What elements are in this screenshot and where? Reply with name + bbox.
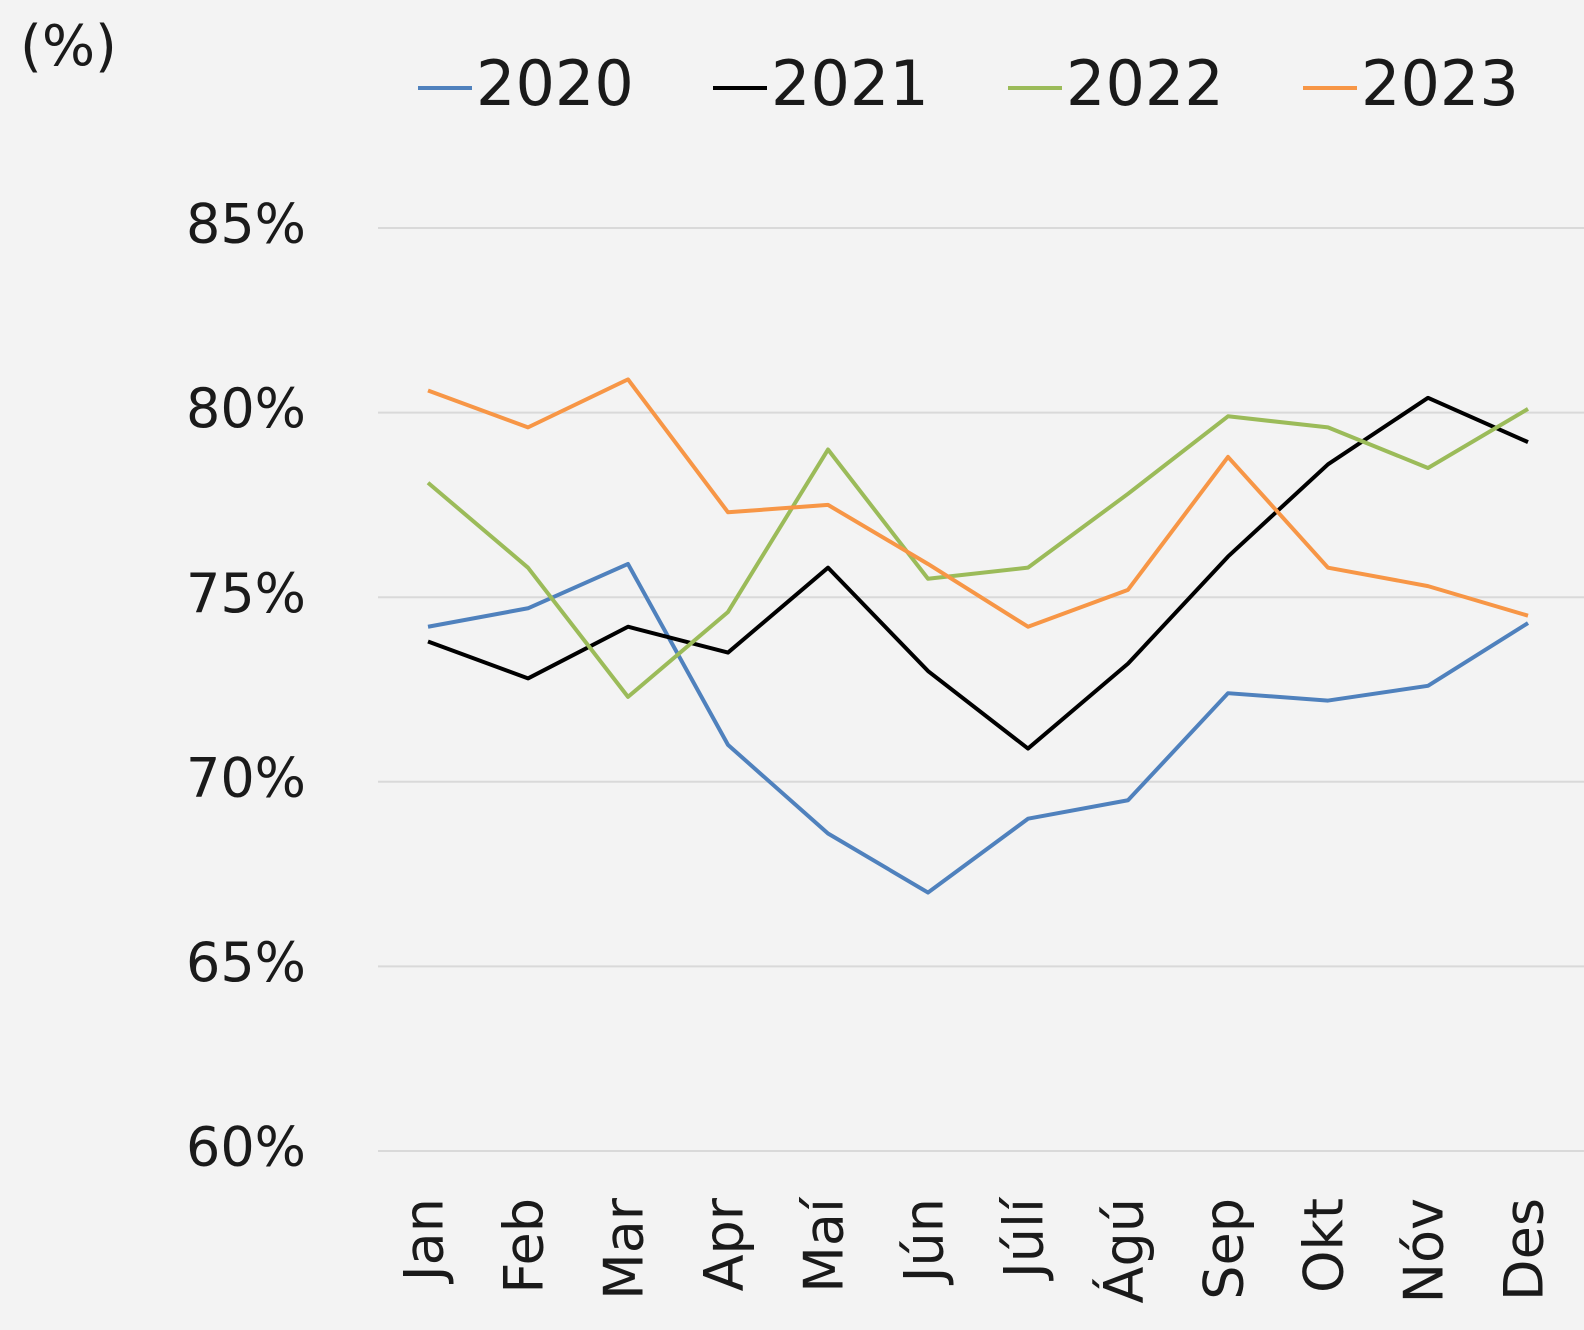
legend-label: 2021 <box>771 47 929 120</box>
line-series <box>426 407 1530 699</box>
y-axis-label: (%) <box>20 14 117 79</box>
x-tick-label: Jún <box>893 1198 956 1285</box>
line-series <box>427 395 1529 751</box>
y-tick-label: 65% <box>186 931 306 994</box>
x-tick-label: Apr <box>693 1197 756 1291</box>
x-tick-label: Okt <box>1293 1198 1356 1293</box>
legend-label: 2020 <box>476 47 634 120</box>
x-tick-label: Nóv <box>1393 1198 1456 1303</box>
x-tick-label: Ágú <box>1093 1198 1156 1303</box>
line-series <box>427 561 1530 895</box>
x-tick-label: Sep <box>1193 1198 1256 1300</box>
x-tick-label: Mar <box>593 1197 656 1300</box>
y-tick-label: 80% <box>186 377 306 440</box>
line-series <box>427 377 1529 629</box>
x-tick-label: Maí <box>793 1196 856 1293</box>
y-tick-label: 75% <box>186 562 306 625</box>
y-tick-label: 85% <box>186 193 306 256</box>
legend-label: 2022 <box>1066 47 1224 120</box>
x-tick-label: Jan <box>393 1198 456 1284</box>
legend-label: 2023 <box>1361 47 1519 120</box>
y-tick-label: 70% <box>186 746 306 809</box>
x-tick-label: Des <box>1493 1198 1556 1301</box>
x-tick-label: Feb <box>493 1198 556 1294</box>
y-tick-label: 60% <box>186 1116 306 1179</box>
x-tick-label: Júlí <box>993 1196 1056 1281</box>
